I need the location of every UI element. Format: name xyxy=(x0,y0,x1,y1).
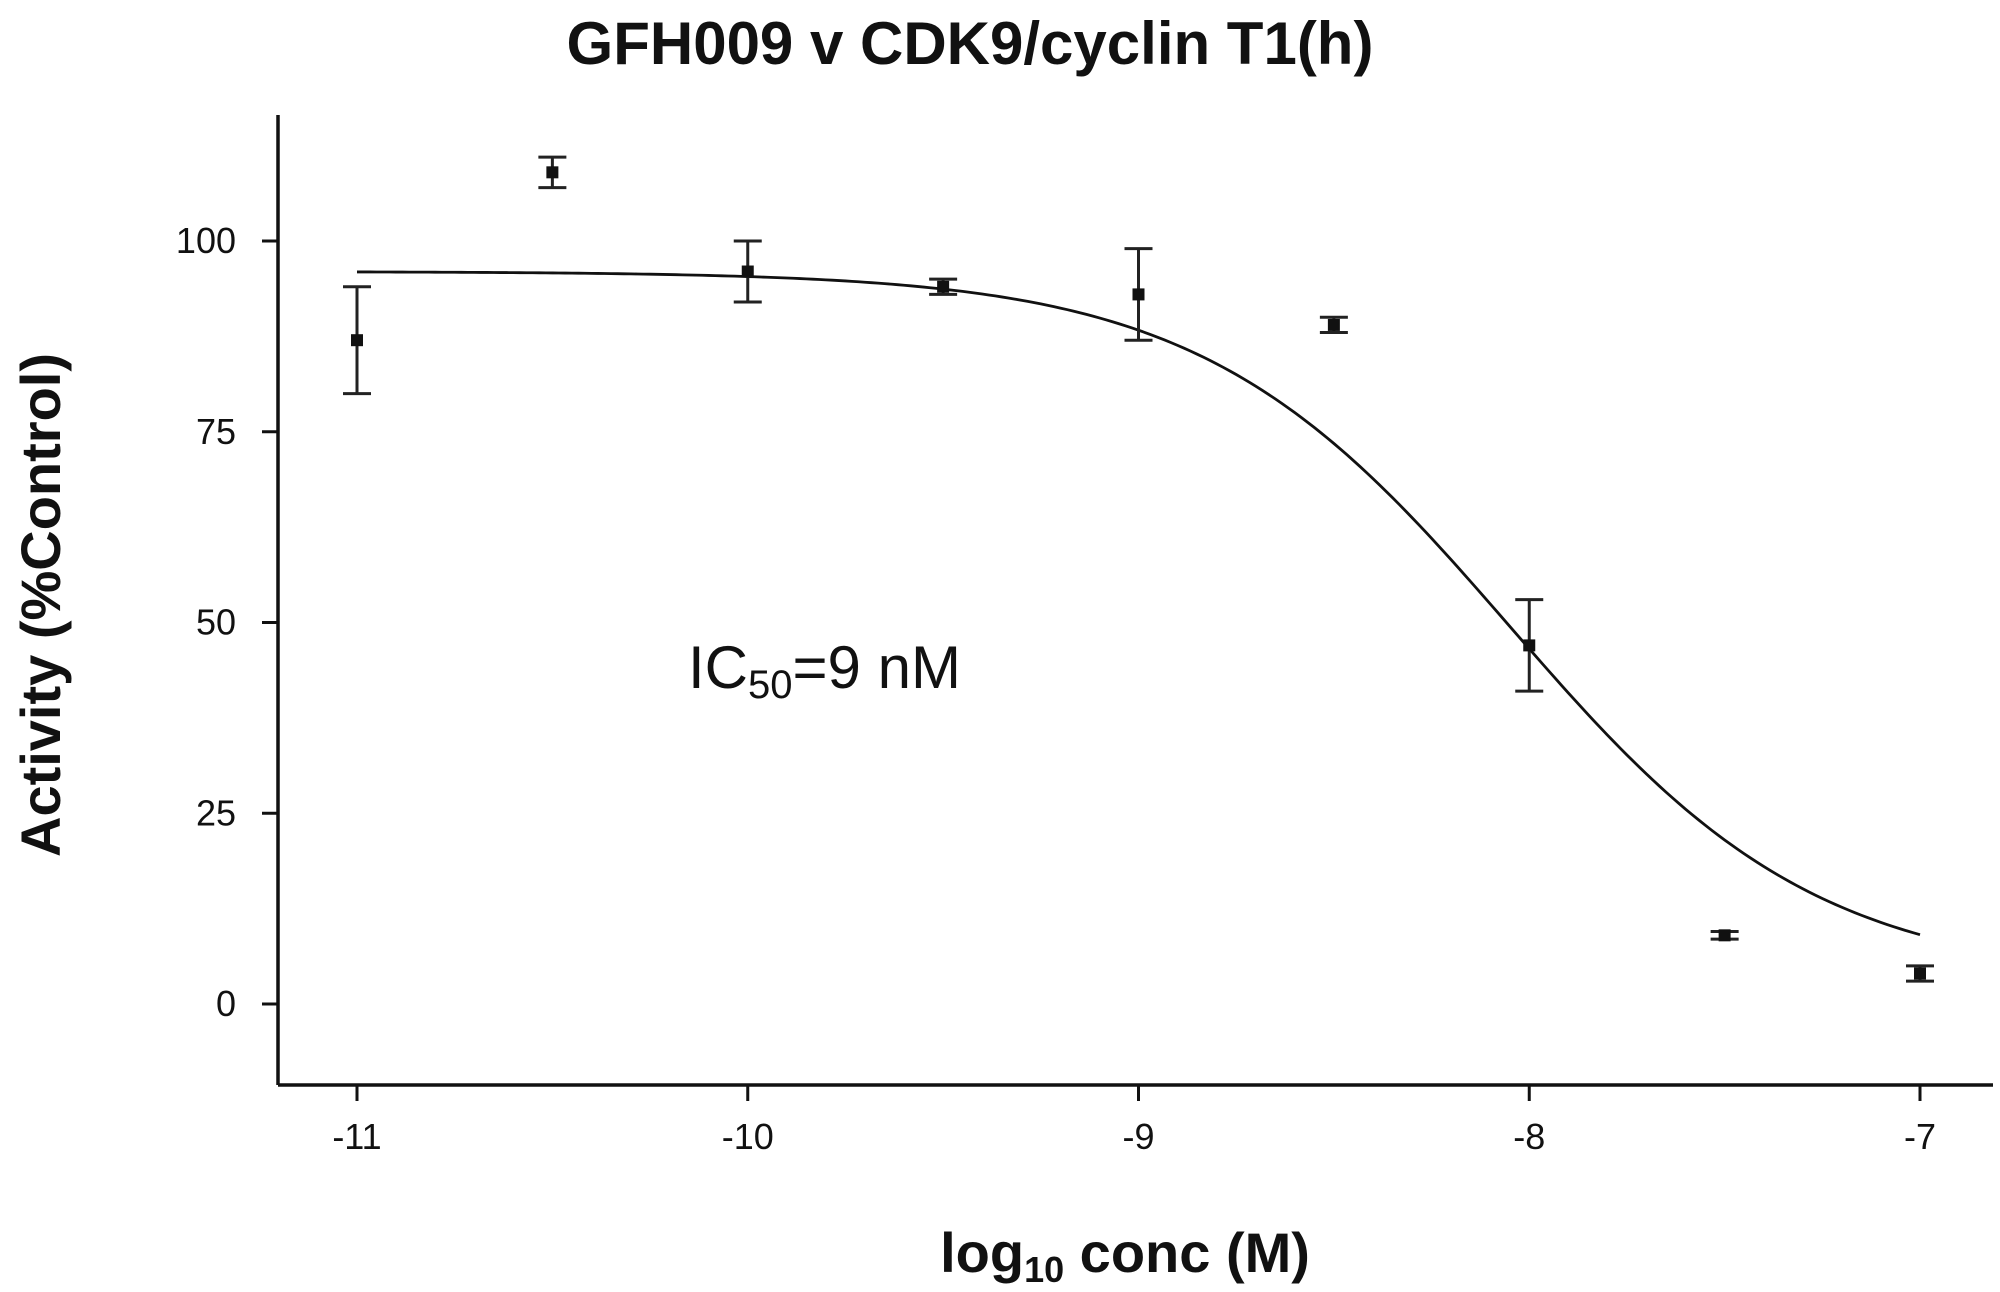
data-marker-1 xyxy=(546,166,559,179)
ic50-annotation-main: IC xyxy=(688,634,748,701)
x-axis-label-main: log xyxy=(940,1221,1024,1284)
data-point-4 xyxy=(1124,247,1153,342)
data-marker-4 xyxy=(1132,288,1145,301)
data-point-8 xyxy=(1906,964,1934,983)
data-marker-8 xyxy=(1914,967,1926,980)
data-point-6 xyxy=(1515,598,1544,693)
x-tick-label--8: -8 xyxy=(1513,1116,1545,1157)
ic50-annotation-rest: =9 nM xyxy=(793,634,961,701)
chart-title: GFH009 v CDK9/cyclin T1(h) xyxy=(567,10,1374,77)
x-axis-label-rest: conc (M) xyxy=(1064,1221,1310,1284)
ic50-annotation-subscript: 50 xyxy=(748,663,793,707)
x-axis-label: log10 conc (M) xyxy=(940,1221,1310,1290)
data-marker-0 xyxy=(351,334,363,347)
data-marker-3 xyxy=(937,280,950,293)
x-axis-label-subscript: 10 xyxy=(1024,1249,1064,1290)
x-axis-ticks: -11 -10 -9 -8 -7 xyxy=(332,1085,1936,1157)
data-point-3 xyxy=(929,277,958,296)
ic50-annotation: IC50=9 nM xyxy=(688,634,961,707)
data-point-1 xyxy=(538,155,567,190)
data-marker-7 xyxy=(1718,929,1731,942)
x-tick-label--9: -9 xyxy=(1122,1116,1154,1157)
y-axis-label: Activity (%Control) xyxy=(9,353,72,857)
y-tick-label-25: 25 xyxy=(196,792,236,833)
x-tick-label--11: -11 xyxy=(332,1116,381,1157)
y-tick-label-50: 50 xyxy=(196,602,236,643)
data-marker-6 xyxy=(1523,639,1536,652)
y-axis-ticks: 0 25 50 75 100 xyxy=(176,220,278,1024)
data-point-0 xyxy=(343,285,371,396)
fit-curve-line xyxy=(356,270,1921,937)
x-tick-label--10: -10 xyxy=(722,1116,774,1157)
y-tick-label-0: 0 xyxy=(216,983,236,1024)
y-tick-label-100: 100 xyxy=(176,220,236,261)
data-point-5 xyxy=(1319,315,1348,335)
data-point-7 xyxy=(1710,929,1739,942)
y-tick-label-75: 75 xyxy=(196,411,236,452)
x-tick-label--7: -7 xyxy=(1904,1116,1936,1157)
data-point-2 xyxy=(733,239,762,304)
data-points xyxy=(343,155,1934,983)
data-marker-5 xyxy=(1327,318,1340,331)
data-marker-2 xyxy=(741,265,754,278)
